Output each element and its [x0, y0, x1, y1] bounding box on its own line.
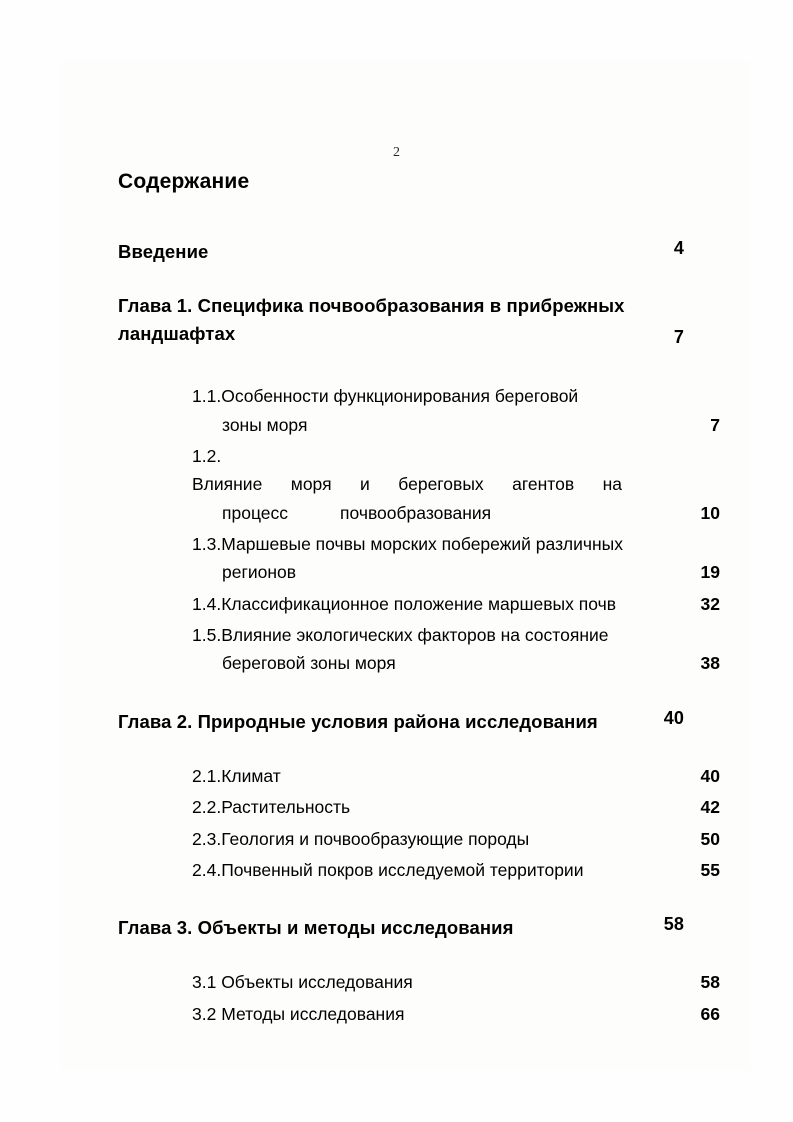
toc-section-1-3[interactable]: 1.3.Маршевые почвы морских побережий раз… [192, 530, 720, 587]
word: на [602, 474, 622, 495]
toc-section-1-4[interactable]: 1.4.Классификационное положение маршевых… [192, 590, 720, 618]
toc-section-2-4[interactable]: 2.4.Почвенный покров исследуемой террито… [192, 856, 720, 884]
toc-section-text: 1.5.Влияние экологических факторов на со… [192, 621, 720, 649]
toc-entry-label: Глава 2. Природные условия района исслед… [118, 710, 598, 732]
toc-section-3-2[interactable]: 3.2 Методы исследования 66 [192, 1000, 720, 1028]
toc-entry-page: 58 [663, 914, 684, 935]
toc-section-title: Климат [221, 765, 281, 786]
word: почвообразования [340, 502, 492, 523]
section-list-chapter-1: 1.1.Особенности функционирования берегов… [192, 382, 720, 677]
toc-section-title: Влияние экологических факторов на состоя… [221, 625, 609, 646]
toc-entry-label: Введение [118, 241, 209, 262]
toc-section-title: Влияние моря и береговых агентов на [192, 470, 622, 498]
toc-section-page: 58 [700, 972, 720, 993]
toc-section-page: 42 [700, 797, 720, 818]
toc-section-1-2[interactable]: 1.2. Влияние моря и береговых агентов на … [192, 442, 720, 527]
toc-section-page: 38 [700, 653, 720, 674]
toc-section-number: 1.4. [192, 593, 222, 614]
toc-section-title-cont: регионов [222, 562, 297, 583]
toc-section-text: 1.4.Классификационное положение маршевых… [192, 590, 680, 618]
word: и [360, 474, 370, 495]
toc-section-text: 1.2. Влияние моря и береговых агентов на [192, 442, 720, 499]
toc-entry-page: 4 [673, 238, 684, 258]
word: Влияние [192, 474, 263, 495]
toc-entry-introduction[interactable]: Введение 4 [118, 238, 718, 266]
toc-section-1-1[interactable]: 1.1.Особенности функционирования берегов… [192, 382, 720, 439]
toc-section-number: 2.4. [192, 859, 222, 880]
toc-section-text: 3.1 Объекты исследования [192, 968, 680, 996]
toc-entry-page: 7 [673, 327, 684, 348]
toc-section-number: 1.1. [192, 386, 222, 407]
toc-section-title: Растительность [221, 797, 351, 818]
toc-section-number: 1.3. [192, 534, 222, 555]
toc-section-2-3[interactable]: 2.3.Геология и почвообразующие породы 50 [192, 825, 720, 853]
toc-entry-chapter-2[interactable]: Глава 2. Природные условия района исслед… [118, 708, 718, 736]
toc-section-page: 55 [700, 859, 720, 880]
section-list-chapter-3: 3.1 Объекты исследования 58 3.2 Методы и… [192, 968, 720, 1028]
toc-section-title: Геология и почвообразующие породы [221, 828, 530, 849]
toc-section-page: 40 [700, 765, 720, 786]
toc-section-page: 7 [710, 414, 720, 435]
toc-section-title: Методы исследования [216, 1003, 405, 1024]
toc-section-page: 66 [700, 1003, 720, 1024]
toc-section-number: 3.2 [192, 1003, 217, 1024]
toc-section-number: 2.2. [192, 797, 222, 818]
section-list-chapter-2: 2.1.Климат 40 2.2.Растительность 42 2.3.… [192, 762, 720, 884]
toc-section-number: 1.2. [192, 446, 222, 467]
toc-section-title: Классификационное положение маршевых поч… [221, 593, 616, 614]
toc-section-text: 3.2 Методы исследования [192, 1000, 680, 1028]
toc-section-text: 2.4.Почвенный покров исследуемой террито… [192, 856, 680, 884]
toc-section-number: 1.5. [192, 625, 222, 646]
toc-entry-chapter-3[interactable]: Глава 3. Объекты и методы исследования 5… [118, 914, 718, 942]
toc-section-page: 19 [700, 562, 720, 583]
toc-section-number: 2.1. [192, 765, 222, 786]
toc-section-title: Особенности функционирования береговой [221, 386, 579, 407]
toc-section-title: Объекты исследования [216, 972, 413, 993]
page-title: Содержание [118, 170, 250, 193]
page-folio-number: 2 [393, 145, 400, 160]
toc-section-text: 2.1.Климат [192, 762, 680, 790]
toc-entry-chapter-1[interactable]: Глава 1. Специфика почвообразования в пр… [118, 292, 718, 348]
toc-section-2-1[interactable]: 2.1.Климат 40 [192, 762, 720, 790]
toc-section-page: 10 [700, 502, 720, 523]
toc-section-title-cont: зоны моря [222, 414, 308, 435]
toc-section-page: 50 [700, 828, 720, 849]
toc-section-1-5[interactable]: 1.5.Влияние экологических факторов на со… [192, 621, 720, 678]
toc-section-number: 2.3. [192, 828, 222, 849]
toc-section-text: 1.1.Особенности функционирования берегов… [192, 382, 720, 410]
word: моря [290, 474, 332, 495]
word: процесс [222, 502, 289, 523]
toc-section-3-1[interactable]: 3.1 Объекты исследования 58 [192, 968, 720, 996]
toc-section-text: 2.2.Растительность [192, 793, 680, 821]
toc-section-title-cont: процесс почвообразования [192, 499, 680, 527]
toc-section-title: Почвенный покров исследуемой территории [221, 859, 584, 880]
toc-section-title-cont: береговой зоны моря [222, 653, 396, 674]
toc-section-2-2[interactable]: 2.2.Растительность 42 [192, 793, 720, 821]
word: береговых [398, 474, 484, 495]
toc-section-page: 32 [700, 593, 720, 614]
toc-section-text: 1.3.Маршевые почвы морских побережий раз… [192, 530, 720, 558]
toc-entry-page: 40 [663, 707, 684, 728]
toc-entry-label: Глава 3. Объекты и методы исследования [118, 917, 514, 939]
toc-section-title: Маршевые почвы морских побережий различн… [221, 534, 624, 555]
toc-entry-label: Глава 1. Специфика почвообразования в пр… [118, 295, 625, 345]
word: агентов [512, 474, 575, 495]
toc-section-number: 3.1 [192, 972, 217, 993]
toc-section-text: 2.3.Геология и почвообразующие породы [192, 825, 680, 853]
table-of-contents: Содержание Введение 4 Глава 1. Специфика… [118, 170, 720, 1058]
